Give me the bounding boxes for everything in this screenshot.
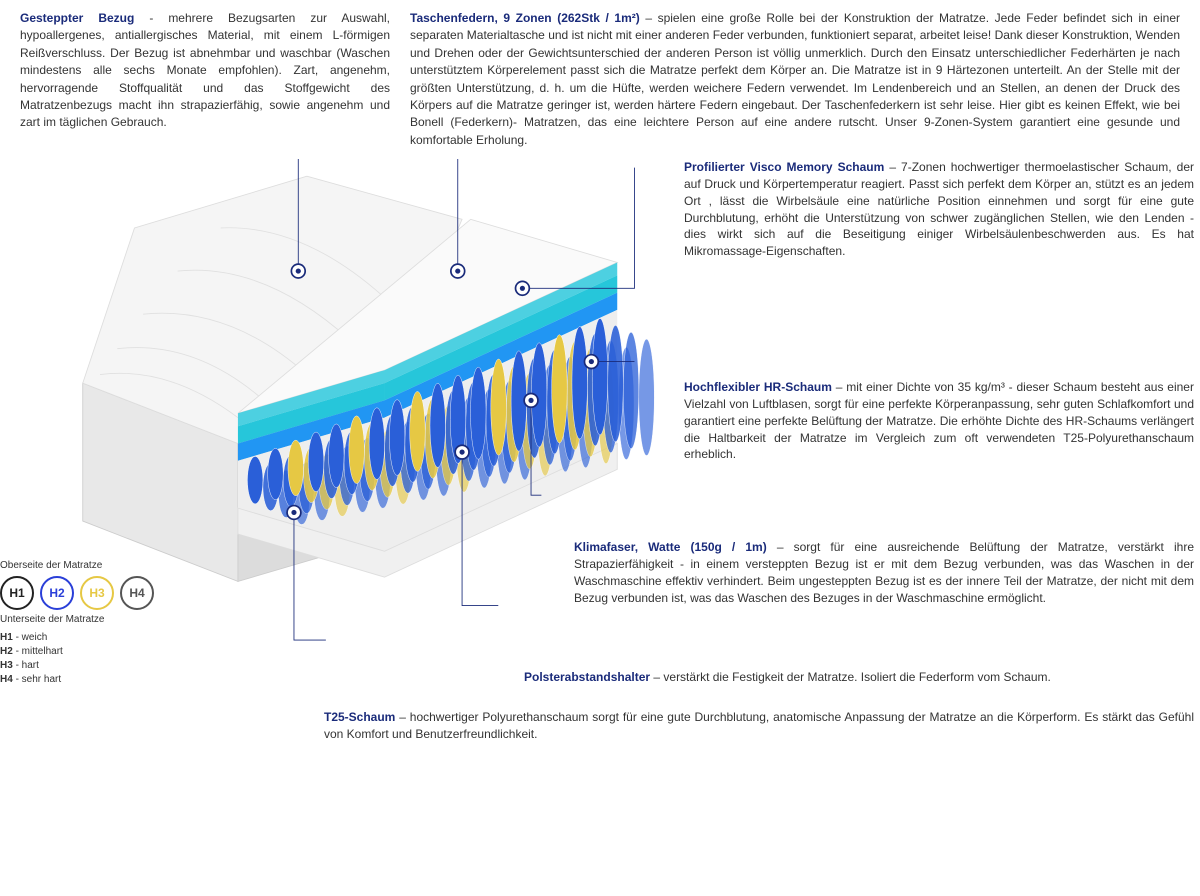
legend-circles: H1H2H3H4 xyxy=(0,576,200,610)
legend-item: H3 - hart xyxy=(0,659,200,673)
legend-item: H1 - weich xyxy=(0,631,200,645)
title-polster: Polsterabstandshalter xyxy=(524,670,650,684)
title-visco: Profilierter Visco Memory Schaum xyxy=(684,160,884,174)
section-cover: Gesteppter Bezug - mehrere Bezugsarten z… xyxy=(20,10,390,149)
section-visco: Profilierter Visco Memory Schaum – 7-Zon… xyxy=(684,159,1194,260)
section-klimafaser: Klimafaser, Watte (150g / 1m) – sorgt fü… xyxy=(574,539,1194,606)
title-hr: Hochflexibler HR-Schaum xyxy=(684,380,832,394)
body-springs: spielen eine große Rolle bei der Konstru… xyxy=(410,11,1180,147)
hardness-circle: H1 xyxy=(0,576,34,610)
legend-top-label: Oberseite der Matratze xyxy=(0,560,200,571)
section-polster: Polsterabstandshalter – verstärkt die Fe… xyxy=(524,669,1194,686)
title-springs: Taschenfedern, 9 Zonen (262Stk / 1m²) xyxy=(410,11,640,25)
legend-list: H1 - weichH2 - mittelhartH3 - hartH4 - s… xyxy=(0,631,200,687)
legend-bottom-label: Unterseite der Matratze xyxy=(0,614,200,625)
hardness-circle: H2 xyxy=(40,576,74,610)
title-t25: T25-Schaum xyxy=(324,710,395,724)
section-t25: T25-Schaum – hochwertiger Polyurethansch… xyxy=(324,709,1194,743)
body-cover: mehrere Bezugsarten zur Auswahl, hypoall… xyxy=(20,11,390,129)
section-springs: Taschenfedern, 9 Zonen (262Stk / 1m²) – … xyxy=(410,10,1180,149)
legend-item: H2 - mittelhart xyxy=(0,645,200,659)
legend-item: H4 - sehr hart xyxy=(0,673,200,687)
title-klima: Klimafaser, Watte (150g / 1m) xyxy=(574,540,767,554)
title-cover: Gesteppter Bezug xyxy=(20,11,134,25)
hardness-legend: Oberseite der Matratze H1H2H3H4 Untersei… xyxy=(0,560,200,687)
hardness-circle: H3 xyxy=(80,576,114,610)
section-hr-foam: Hochflexibler HR-Schaum – mit einer Dich… xyxy=(684,379,1194,463)
hardness-circle: H4 xyxy=(120,576,154,610)
